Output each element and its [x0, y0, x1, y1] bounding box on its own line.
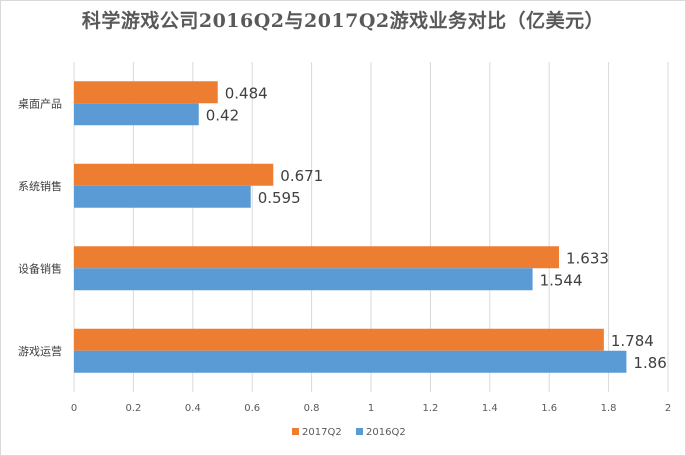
bar-2016Q2-0 [74, 103, 199, 126]
x-tick-label-6: 1.2 [422, 403, 438, 414]
x-tick-label-3: 0.6 [244, 403, 260, 414]
bar-2017Q2-0 [74, 81, 218, 104]
category-label-1: 系统销售 [18, 179, 62, 193]
x-tick-label-4: 0.8 [304, 403, 320, 414]
category-label-3: 游戏运营 [18, 344, 62, 358]
x-tick-label-9: 1.8 [601, 403, 617, 414]
bar-2017Q2-2 [74, 246, 560, 269]
legend-swatch-0 [292, 428, 299, 435]
data-label-2017Q2-0: 0.484 [225, 84, 268, 102]
x-tick-label-2: 0.4 [185, 403, 201, 414]
data-label-2016Q2-3: 1.86 [633, 354, 666, 372]
chart-title: 科学游戏公司2016Q2与2017Q2游戏业务对比（亿美元） [81, 10, 605, 32]
legend-label-0: 2017Q2 [302, 427, 342, 438]
data-label-2016Q2-0: 0.42 [206, 106, 239, 124]
x-tick-label-7: 1.4 [482, 403, 498, 414]
bar-2016Q2-1 [74, 185, 251, 208]
legend-label-1: 2016Q2 [366, 427, 406, 438]
data-label-2016Q2-1: 0.595 [258, 189, 301, 207]
data-label-2017Q2-2: 1.633 [566, 249, 609, 267]
bar-2017Q2-3 [74, 328, 604, 351]
data-label-2016Q2-2: 1.544 [540, 271, 583, 289]
x-tick-label-10: 2 [665, 403, 671, 414]
data-label-2017Q2-3: 1.784 [611, 332, 654, 350]
category-label-2: 设备销售 [18, 261, 62, 275]
bar-2016Q2-2 [74, 268, 533, 291]
x-tick-label-5: 1 [368, 403, 374, 414]
data-label-2017Q2-1: 0.671 [280, 167, 323, 185]
category-label-0: 桌面产品 [18, 96, 62, 110]
bar-2016Q2-3 [74, 350, 627, 373]
x-tick-label-0: 0 [71, 403, 77, 414]
x-tick-label-1: 0.2 [125, 403, 141, 414]
legend-swatch-1 [356, 428, 363, 435]
x-tick-label-8: 1.6 [541, 403, 557, 414]
bar-2017Q2-1 [74, 163, 274, 186]
